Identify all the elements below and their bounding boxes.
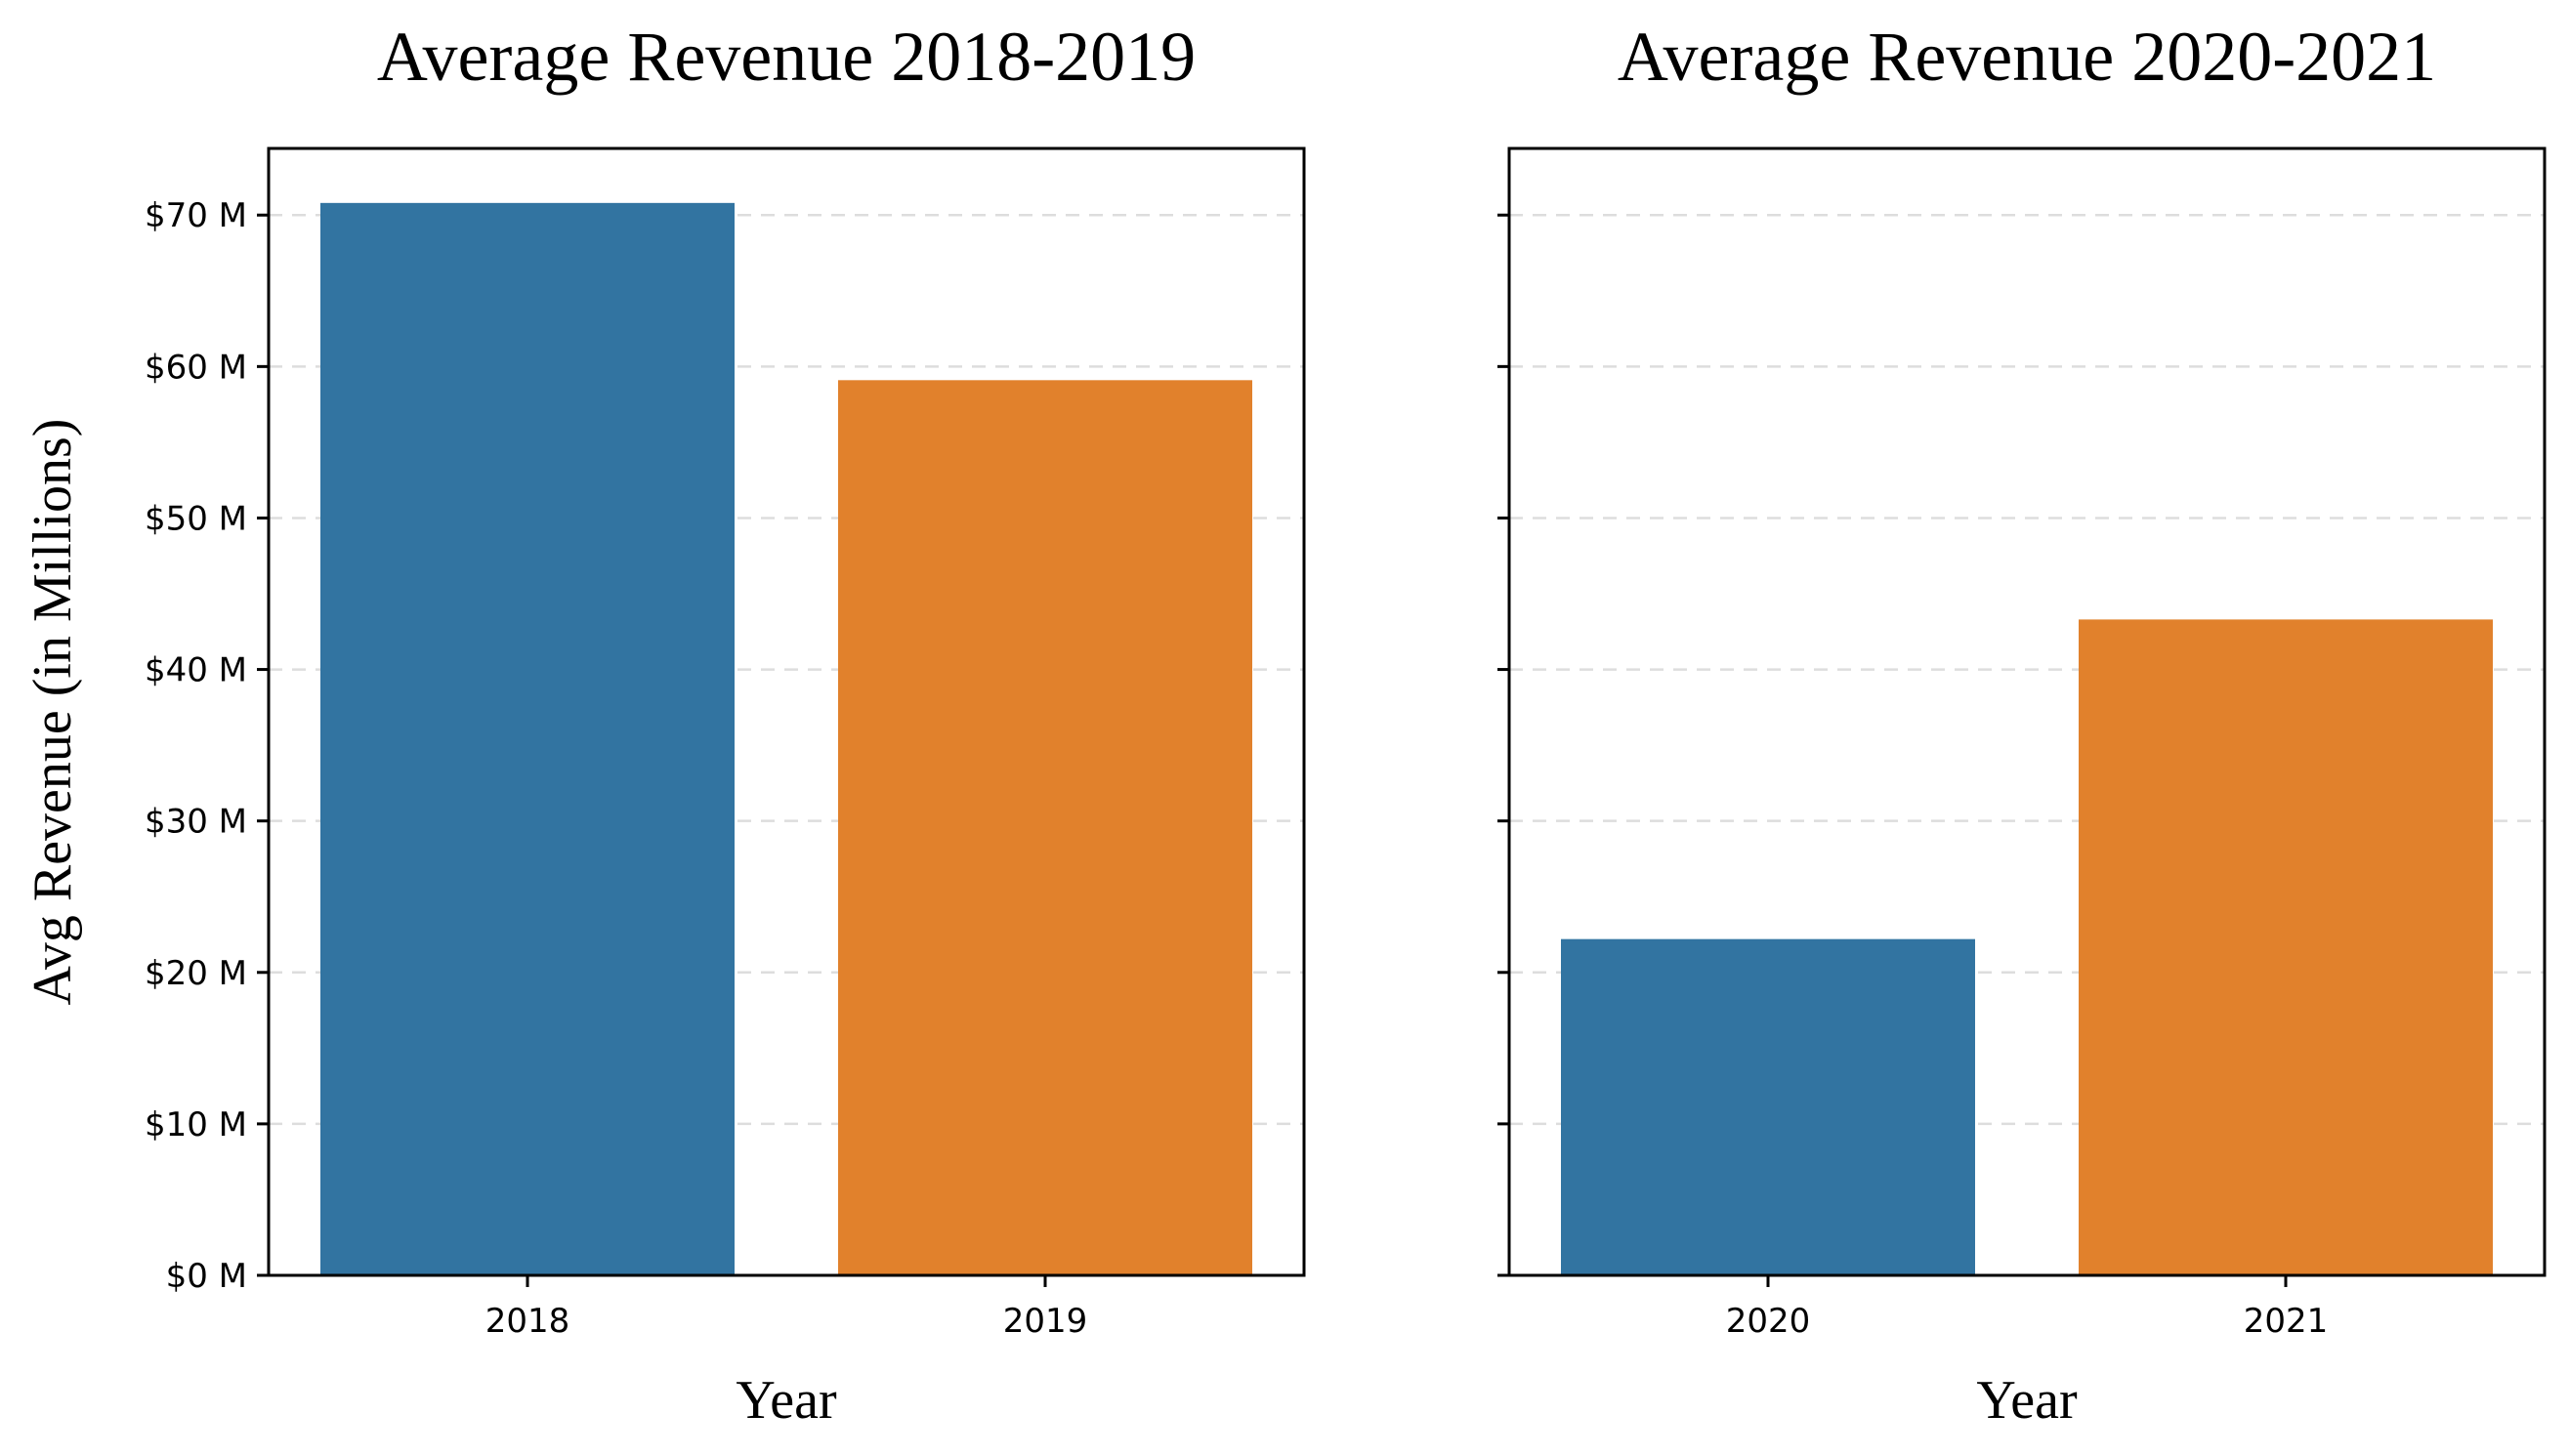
x-axis-label: Year (1976, 1370, 2078, 1431)
y-tick-label: $10 M (145, 1105, 247, 1144)
bar-2021 (2079, 619, 2493, 1275)
y-tick-label: $60 M (145, 348, 247, 387)
chart-panel-1: 2018 2019 $0 M $10 M $20 M $30 M $40 M $50 M $60… (22, 18, 1306, 1431)
x-tick-label: 2019 (1003, 1302, 1088, 1341)
x-tick-label: 2021 (2244, 1302, 2329, 1341)
y-tick-label: $20 M (145, 954, 247, 993)
chart-title: Average Revenue 2020-2021 (1618, 18, 2436, 96)
bar-2019 (838, 380, 1252, 1275)
y-axis-label: Avg Revenue (in Millions) (22, 419, 83, 1006)
chart-panel-2: 2020 2021 Average Revenue 2020-2021 Year (1497, 18, 2547, 1431)
x-axis-label: Year (736, 1370, 837, 1431)
plot-frame (1507, 146, 2547, 1277)
y-tick-label: $40 M (145, 651, 247, 690)
y-tick-label: $50 M (145, 499, 247, 538)
x-tick-label: 2018 (485, 1302, 570, 1341)
bar-2018 (320, 202, 735, 1275)
y-tick-label: $70 M (145, 196, 247, 235)
plot-frame (267, 146, 1306, 1277)
x-tick-label: 2020 (1726, 1302, 1811, 1341)
bar-2020 (1561, 938, 1975, 1275)
chart-title: Average Revenue 2018-2019 (377, 18, 1196, 96)
y-tick-label: $30 M (145, 803, 247, 842)
y-tick-label: $0 M (166, 1257, 247, 1296)
